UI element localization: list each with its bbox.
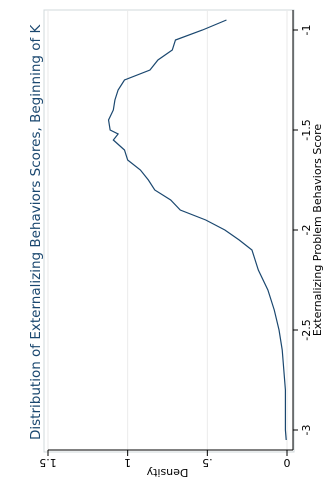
plot-frame <box>43 9 295 453</box>
x-tick-label: -1.5 <box>300 119 313 140</box>
density-line <box>107 19 287 441</box>
chart-title: Distribution of Externalizing Behaviors … <box>28 23 44 440</box>
y-axis-title: Density <box>146 466 188 479</box>
y-tick-label: .5 <box>202 456 213 469</box>
x-tick-label: -1 <box>300 25 313 36</box>
x-tick-label: -3 <box>300 425 313 436</box>
y-tick-label: 1.5 <box>39 456 57 469</box>
x-tick-label: -2 <box>300 225 313 236</box>
y-tick-label: 1 <box>124 456 131 469</box>
x-tick-label: -2.5 <box>300 319 313 340</box>
y-tick-label: 0 <box>284 456 291 469</box>
x-axis-title: Externalizing Problem Behaviors Score <box>311 124 324 337</box>
rotated-chart: Distribution of Externalizing Behaviors … <box>28 9 324 479</box>
